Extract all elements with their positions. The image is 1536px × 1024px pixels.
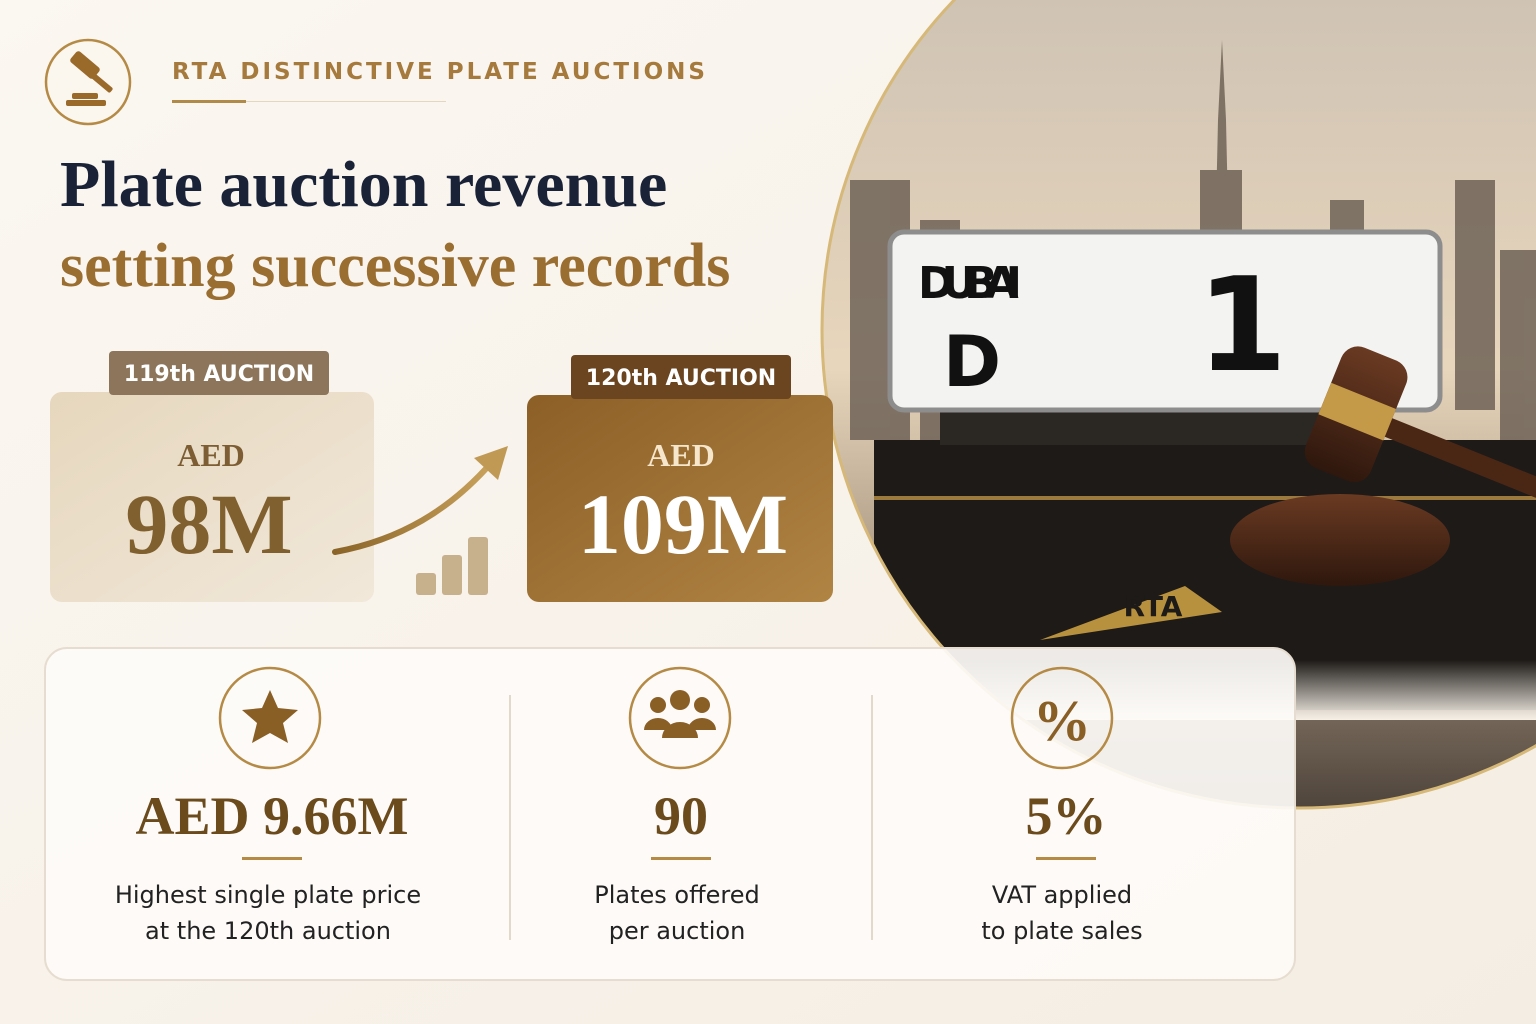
stat-caption: VAT applied	[992, 881, 1132, 909]
auction-currency: AED	[647, 437, 715, 473]
gavel	[1304, 346, 1536, 499]
auction-amount: 109M	[578, 476, 788, 572]
rta-badge	[1040, 586, 1222, 640]
stat-value: 90	[654, 786, 708, 846]
people-icon	[644, 690, 716, 738]
stats-panel	[44, 647, 1296, 981]
plate-emirate: DUBAI	[918, 258, 1022, 309]
percent-icon: %	[1033, 688, 1091, 753]
stat-icon-ring	[218, 666, 322, 770]
stats: AED 9.66M Highest single plate price at th…	[115, 786, 1143, 945]
plate-number: 1	[1197, 249, 1287, 401]
stat-icon-ring	[1010, 666, 1114, 770]
photo: RTA DUBAI D 1	[822, 0, 1536, 808]
star-icon	[242, 690, 298, 743]
stat-caption: to plate sales	[981, 917, 1142, 945]
auction-tag	[571, 355, 791, 399]
stat-caption: Plates offered	[594, 881, 759, 909]
growth-arrow	[332, 459, 495, 555]
auction-label: 119th AUCTION	[124, 362, 314, 387]
stat-value: AED 9.66M	[136, 786, 409, 846]
license-plate	[887, 229, 1443, 413]
stat-caption: Highest single plate price	[115, 881, 421, 909]
gavel-block	[1230, 494, 1450, 586]
stat-underline	[242, 857, 302, 860]
title-line1: Plate auction revenue	[60, 148, 667, 221]
header-rule	[246, 101, 446, 102]
stat-caption: at the 120th auction	[145, 917, 391, 945]
header-label: RTA DISTINCTIVE PLATE AUCTIONS	[172, 59, 708, 85]
arrow-head	[474, 446, 508, 480]
auction-tag	[109, 351, 329, 395]
stat-caption: per auction	[609, 917, 746, 945]
header-underline	[172, 100, 246, 103]
box-logo: RTA	[1124, 590, 1183, 623]
photo-rim	[820, 0, 1536, 810]
stat-underline	[651, 857, 711, 860]
stat-underline	[1036, 857, 1096, 860]
auction-card	[50, 392, 374, 602]
auction-currency: AED	[177, 437, 245, 473]
bar-icon	[416, 537, 488, 595]
gavel-icon	[66, 51, 113, 106]
plate-code: D	[943, 321, 1001, 403]
auction-card	[527, 395, 833, 602]
logo-ring	[44, 38, 132, 126]
stat-value: 5%	[1026, 786, 1107, 846]
auction-amount: 98M	[125, 476, 292, 572]
auction-label: 120th AUCTION	[586, 366, 776, 391]
title-line2: setting successive records	[60, 232, 730, 300]
box-trim	[874, 496, 1536, 500]
stat-icon-ring	[628, 666, 732, 770]
